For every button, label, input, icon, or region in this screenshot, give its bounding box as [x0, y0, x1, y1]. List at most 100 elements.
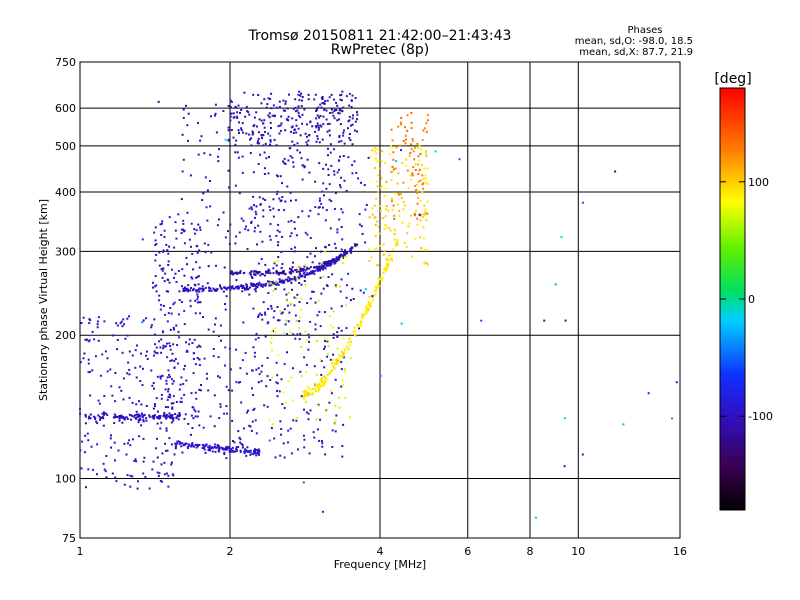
data-point	[239, 111, 241, 114]
data-point	[301, 122, 304, 125]
data-point	[192, 358, 195, 360]
data-point	[185, 442, 188, 445]
data-point	[257, 262, 260, 265]
data-point	[319, 418, 322, 421]
data-point	[204, 251, 207, 254]
data-point	[382, 243, 385, 246]
data-point	[581, 453, 584, 456]
data-point	[322, 206, 324, 209]
data-point	[235, 450, 238, 453]
data-point	[230, 112, 233, 115]
data-point	[360, 225, 363, 228]
data-point	[326, 99, 329, 102]
data-point	[345, 95, 348, 98]
data-point	[311, 290, 314, 293]
data-point	[297, 266, 300, 269]
data-point	[253, 351, 256, 354]
data-point	[265, 271, 268, 274]
data-point	[250, 220, 253, 223]
data-point	[191, 442, 194, 445]
data-point	[328, 183, 331, 186]
data-point	[323, 366, 326, 369]
data-point	[366, 306, 369, 309]
data-point	[301, 210, 304, 213]
data-point	[390, 200, 393, 203]
data-point	[270, 427, 273, 430]
data-point	[252, 270, 255, 273]
data-point	[252, 93, 255, 96]
data-point	[132, 415, 135, 418]
data-point	[135, 376, 138, 379]
data-point	[252, 171, 255, 174]
data-point	[140, 352, 142, 355]
data-point	[240, 443, 243, 445]
data-point	[257, 163, 260, 165]
data-point	[287, 441, 289, 444]
data-point	[275, 361, 278, 364]
data-point	[253, 230, 256, 233]
data-point	[422, 237, 425, 240]
data-point	[350, 249, 353, 252]
data-point	[197, 223, 200, 226]
data-point	[254, 419, 257, 422]
data-point	[216, 224, 219, 227]
data-point	[164, 313, 167, 316]
data-point	[161, 220, 164, 223]
data-point	[154, 226, 157, 229]
data-point	[245, 283, 248, 286]
data-point	[199, 345, 202, 348]
data-point	[342, 254, 345, 257]
data-point	[413, 212, 416, 215]
data-point	[177, 330, 180, 333]
data-point	[338, 118, 340, 121]
data-point	[230, 286, 233, 289]
data-point	[281, 279, 284, 282]
data-point	[400, 197, 403, 199]
data-point	[110, 434, 112, 437]
data-point	[224, 346, 227, 349]
data-point	[341, 90, 344, 93]
data-point	[178, 415, 181, 418]
data-point	[170, 421, 173, 424]
data-point	[213, 288, 216, 291]
data-point	[291, 399, 294, 402]
data-point	[170, 312, 173, 315]
data-point	[139, 380, 142, 382]
data-point	[317, 206, 320, 209]
data-point	[281, 196, 284, 198]
data-point	[302, 434, 305, 437]
data-point	[166, 249, 169, 252]
data-point	[315, 140, 318, 143]
data-point	[368, 259, 371, 262]
data-point	[234, 242, 237, 245]
data-point	[404, 142, 407, 145]
data-point	[91, 330, 94, 333]
data-point	[121, 421, 124, 424]
data-point	[347, 156, 350, 159]
data-point	[353, 160, 356, 163]
data-point	[187, 422, 190, 425]
data-point	[191, 277, 194, 280]
data-point	[375, 287, 378, 290]
data-point	[220, 339, 222, 342]
data-point	[425, 219, 428, 222]
data-point	[179, 383, 182, 386]
data-point	[290, 130, 292, 133]
data-point	[297, 127, 300, 130]
data-point	[199, 228, 202, 231]
data-point	[199, 301, 202, 304]
data-point	[349, 357, 352, 359]
data-point	[177, 418, 180, 421]
data-point	[247, 229, 250, 232]
data-point	[387, 263, 390, 266]
data-point	[250, 282, 253, 285]
data-point	[300, 92, 303, 95]
data-point	[289, 427, 292, 430]
data-point	[364, 306, 367, 309]
data-point	[195, 229, 198, 232]
colorbar-tick-label: -100	[748, 410, 773, 423]
data-point	[391, 248, 394, 251]
data-point	[131, 401, 134, 404]
data-point	[105, 476, 108, 479]
data-point	[233, 272, 236, 275]
